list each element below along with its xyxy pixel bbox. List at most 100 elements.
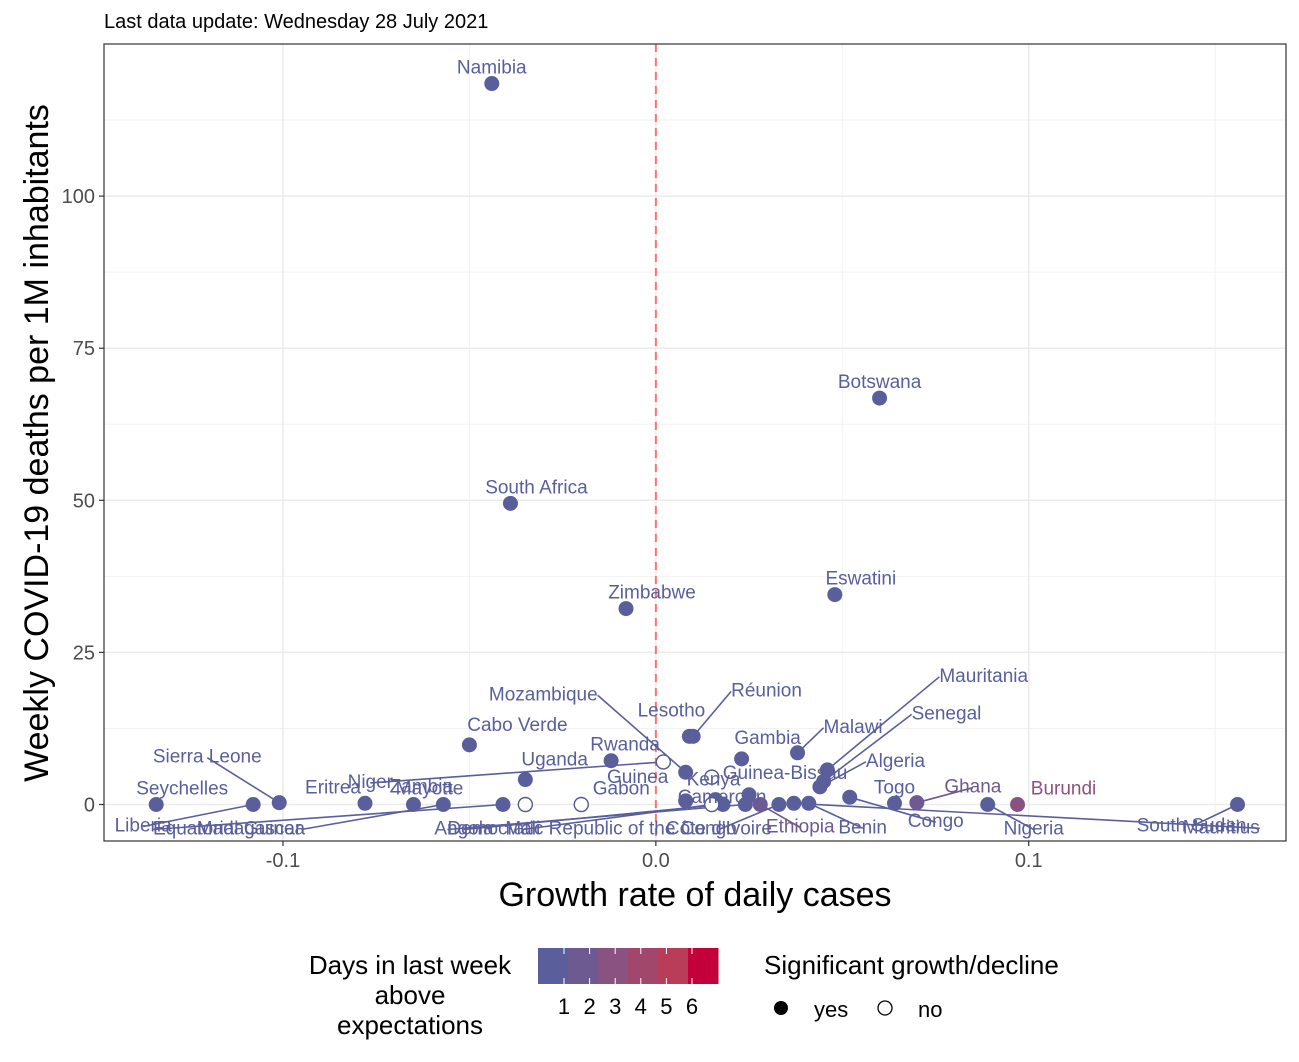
point-ethiopia	[752, 796, 768, 812]
label-guinea: Guinea	[607, 767, 669, 788]
color-legend-label: 3	[609, 994, 621, 1019]
color-legend-title-line-2: above	[375, 980, 446, 1010]
color-legend-label: 6	[686, 994, 698, 1019]
label-mauritius: Mauritius	[1183, 817, 1260, 838]
color-legend-swatch	[598, 948, 629, 984]
label-south-africa: South Africa	[485, 477, 588, 498]
leader-line-senegal	[823, 713, 913, 783]
point-south-africa	[502, 495, 518, 511]
label-algeria: Algeria	[866, 751, 926, 772]
x-axis-ticks: -0.1 0.0 0.1	[266, 841, 1043, 872]
label-botswana: Botswana	[838, 372, 922, 393]
leader-line-mali	[522, 803, 712, 831]
label-namibia: Namibia	[457, 58, 527, 79]
point-algeria	[812, 779, 828, 795]
point-mauritius	[786, 795, 802, 811]
point-reunion	[685, 728, 701, 744]
color-legend-label: 5	[660, 994, 672, 1019]
label-niger: Niger	[348, 772, 394, 793]
label-angola: Angola	[434, 818, 494, 839]
label-ethiopia: Ethiopia	[766, 816, 835, 837]
color-legend-title-line-1: Days in last week	[309, 950, 512, 980]
y-tick-label: 25	[73, 642, 95, 664]
leader-line-ethiopia	[759, 803, 801, 829]
label-burundi: Burundi	[1031, 778, 1097, 799]
leader-line-democratic-republic-of-the-congo	[447, 803, 746, 831]
point-mayotte	[405, 796, 421, 812]
point-mali	[704, 796, 720, 813]
point-ghana	[909, 795, 925, 811]
point-nigeria	[980, 796, 996, 812]
point-sierra-leone	[271, 795, 287, 811]
color-legend-swatch	[688, 948, 719, 984]
point-equatorial-guinea	[495, 796, 511, 812]
label-togo: Togo	[874, 777, 915, 798]
label-liberia: Liberia	[115, 815, 172, 836]
leader-line-sierra-leone	[206, 756, 280, 804]
label-uganda: Uganda	[521, 750, 588, 771]
point-angola	[715, 796, 731, 812]
label-south-sudan: South Sudan	[1137, 815, 1247, 836]
point-gabon	[573, 796, 589, 813]
point-mauritania	[819, 762, 835, 778]
point-niger	[655, 754, 672, 770]
x-tick-label: 0.0	[642, 850, 670, 872]
color-legend-title-line-3: expectations	[337, 1010, 483, 1040]
label-madagascar: Madagascar	[197, 818, 302, 839]
point-seychelles	[148, 796, 164, 812]
label-benin: Benin	[838, 817, 887, 838]
label-cameroon: Cameroon	[678, 787, 767, 808]
label-mozambique: Mozambique	[489, 684, 598, 705]
point-rwanda	[603, 753, 619, 769]
point-zambia	[517, 796, 534, 813]
plot-background	[104, 44, 1286, 841]
y-tick-label: 0	[84, 794, 95, 816]
label-eswatini: Eswatini	[825, 569, 896, 590]
label-eritrea: Eritrea	[305, 777, 361, 798]
label-cote-d-ivoire: Côte d'Ivoire	[666, 818, 772, 839]
label-ghana: Ghana	[944, 777, 1001, 798]
point-guinea	[678, 793, 694, 809]
label-reunion: Réunion	[731, 680, 802, 701]
point-uganda	[517, 772, 533, 788]
label-cabo-verde: Cabo Verde	[467, 715, 567, 736]
label-malawi: Malawi	[824, 717, 883, 738]
shape-legend-label-no: no	[918, 997, 942, 1022]
point-liberia	[245, 796, 261, 812]
label-guinea-bissau: Guinea-Bissau	[723, 763, 848, 784]
label-democratic-republic-of-the-congo: Democratic Republic of the Congo	[447, 818, 736, 839]
point-labels: Namibia Botswana South Africa Zimbabwe Eswat…	[115, 58, 1260, 840]
point-burundi	[1010, 796, 1026, 812]
shape-legend: Significant growth/decline yes no	[764, 950, 1059, 1022]
leader-line-reunion	[692, 690, 732, 737]
point-mozambique	[678, 764, 694, 780]
point-cote-d-ivoire	[771, 796, 787, 812]
point-gambia	[734, 751, 750, 767]
leader-line-liberia	[142, 803, 254, 828]
grid-lines	[104, 44, 1286, 841]
point-malawi	[790, 745, 806, 761]
data-points	[148, 76, 1246, 813]
label-gambia: Gambia	[734, 728, 801, 749]
label-leader-lines	[142, 676, 1260, 831]
label-mauritania: Mauritania	[939, 666, 1028, 687]
label-mayotte: Mayotte	[396, 778, 464, 799]
point-south-sudan	[1230, 796, 1246, 812]
leader-line-south-sudan	[1191, 803, 1238, 828]
point-zimbabwe	[618, 601, 634, 617]
label-mali: Mali	[505, 818, 540, 839]
point-benin	[801, 795, 817, 811]
label-kenya: Kenya	[687, 770, 741, 791]
point-eswatini	[827, 587, 843, 603]
leader-line-mauritius	[793, 802, 1260, 830]
label-gabon: Gabon	[593, 778, 650, 799]
y-tick-label: 75	[73, 338, 95, 360]
color-legend-label: 1	[558, 994, 570, 1019]
y-axis-ticks: 0 25 50 75 100	[62, 186, 104, 816]
y-axis-title: Weekly COVID-19 deaths per 1M inhabitant…	[18, 104, 56, 782]
point-eritrea	[357, 795, 373, 811]
point-namibia	[484, 76, 500, 92]
label-nigeria: Nigeria	[1004, 818, 1065, 839]
